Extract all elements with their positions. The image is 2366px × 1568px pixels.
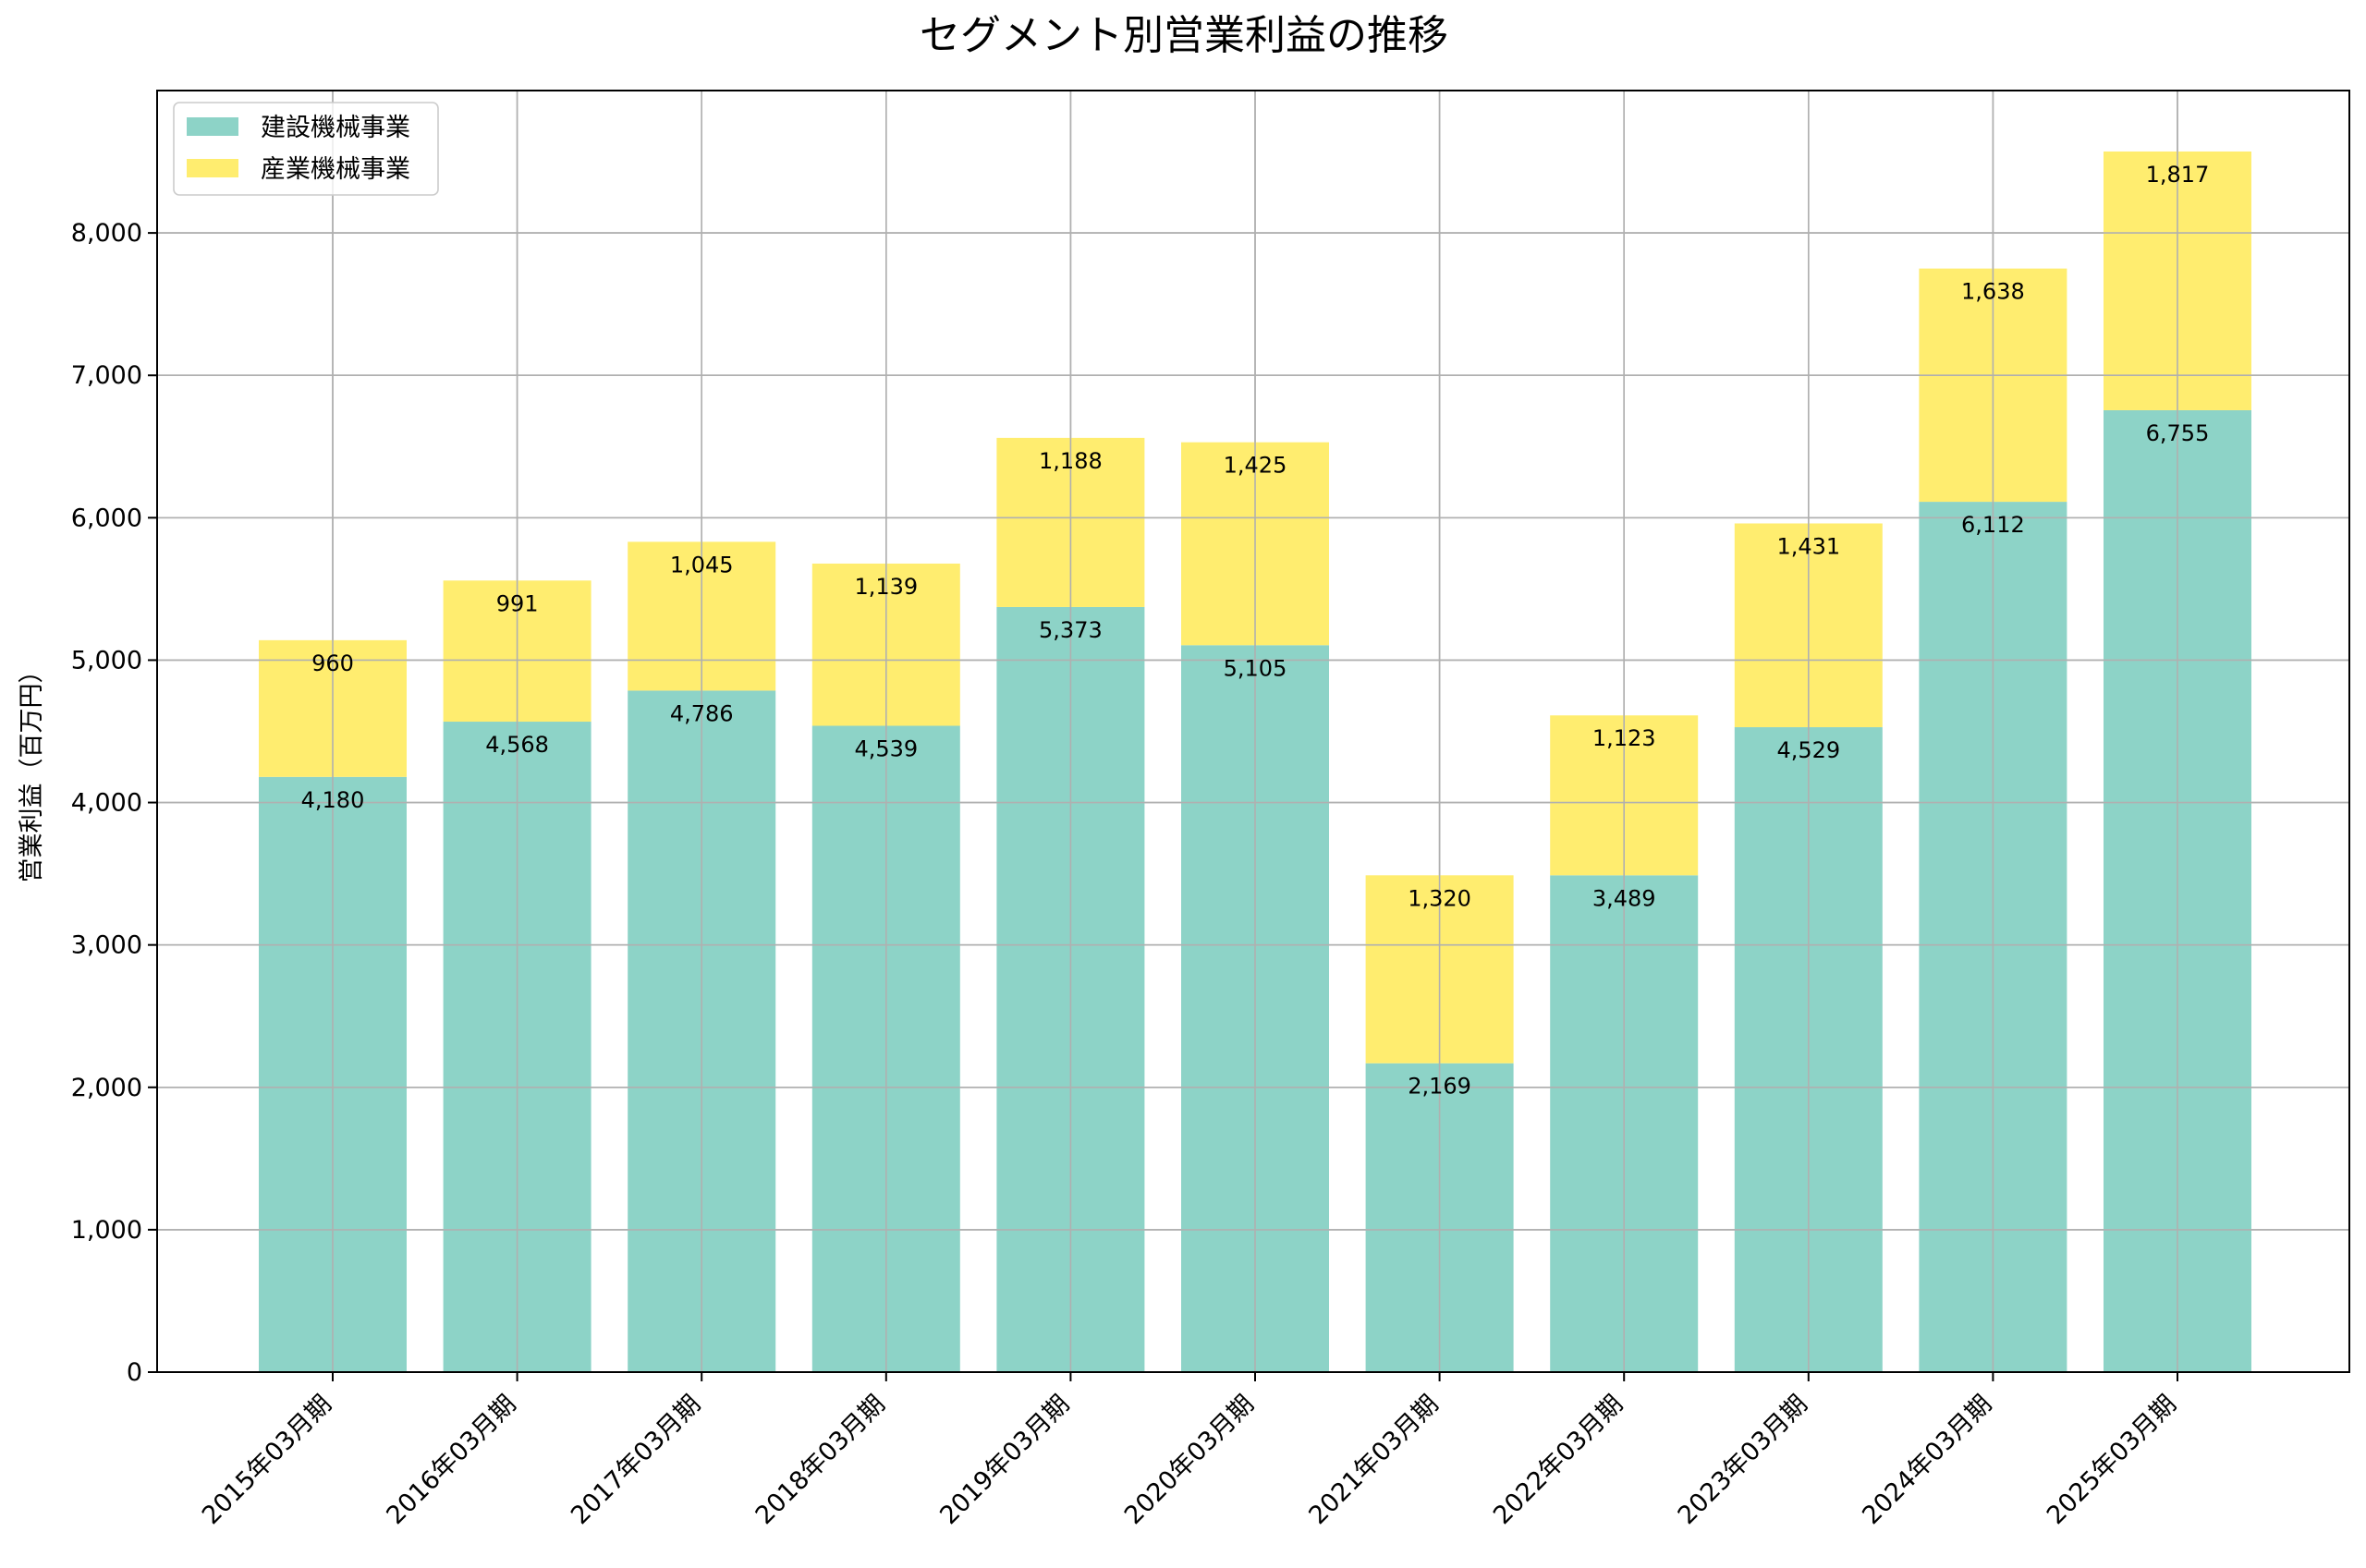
x-tick-label: 2019年03月期 <box>934 1390 1075 1530</box>
bar-value-label: 991 <box>496 590 539 616</box>
bar-value-label: 4,529 <box>1776 737 1840 763</box>
x-tick-label: 2018年03月期 <box>750 1390 891 1530</box>
bar-value-label: 2,169 <box>1408 1074 1471 1100</box>
x-tick-label: 2016年03月期 <box>381 1390 521 1530</box>
bar-value-label: 1,638 <box>1961 279 2025 305</box>
bar-value-label: 6,112 <box>1961 512 2025 538</box>
bar-value-label: 1,425 <box>1224 453 1287 479</box>
bar-value-label: 4,539 <box>854 735 918 761</box>
bar-value-label: 4,180 <box>301 787 365 813</box>
y-tick-label: 6,000 <box>71 504 142 532</box>
y-tick-label: 7,000 <box>71 361 142 390</box>
legend-swatch <box>187 159 238 177</box>
legend-swatch <box>187 117 238 136</box>
x-tick-label: 2021年03月期 <box>1303 1390 1444 1530</box>
bar-value-label: 1,817 <box>2146 162 2210 188</box>
x-tick-label: 2023年03月期 <box>1673 1390 1813 1530</box>
bar-value-label: 1,139 <box>854 574 918 600</box>
y-tick-label: 8,000 <box>71 219 142 248</box>
legend-box <box>173 102 439 196</box>
bar-value-label: 5,373 <box>1039 617 1103 643</box>
chart-title: セグメント別営業利益の推移 <box>920 12 1448 59</box>
y-tick-label: 3,000 <box>71 931 142 960</box>
bar-value-label: 1,431 <box>1776 533 1840 559</box>
bar-value-label: 4,568 <box>485 732 549 758</box>
x-tick-label: 2022年03月期 <box>1488 1390 1628 1530</box>
data-labels: 4,180 4,568 4,786 4,539 5,373 5,105 2,169 3,489… <box>301 162 2210 1100</box>
bar-value-label: 5,105 <box>1224 655 1287 681</box>
x-tick-label: 2017年03月期 <box>566 1390 706 1530</box>
bar-value-label: 1,188 <box>1039 448 1103 474</box>
y-tick-label: 2,000 <box>71 1074 142 1102</box>
plot-area-frame <box>156 90 2350 1373</box>
y-tick-label: 1,000 <box>71 1216 142 1245</box>
x-tick-label: 2020年03月期 <box>1119 1390 1260 1530</box>
x-tick-label: 2024年03月期 <box>1857 1390 1997 1530</box>
bars <box>157 91 2349 1373</box>
y-tick-label: 0 <box>127 1358 142 1387</box>
bar-value-label: 960 <box>311 650 354 676</box>
legend-entry-label[interactable]: 建設機械事業 <box>261 114 410 142</box>
y-tick-label: 4,000 <box>71 789 142 818</box>
bar-value-label: 1,045 <box>670 552 734 577</box>
x-tick-label: 2015年03月期 <box>197 1390 337 1530</box>
x-tick-label: 2025年03月期 <box>2042 1390 2182 1530</box>
y-tick-label: 5,000 <box>71 646 142 675</box>
bar-value-label: 6,755 <box>2146 420 2210 446</box>
bar-value-label: 1,123 <box>1592 725 1656 751</box>
y-axis-label: 営業利益（百万円） <box>18 659 46 883</box>
bar-value-label: 4,786 <box>670 700 734 726</box>
bar-value-label: 1,320 <box>1408 885 1471 911</box>
legend-entry-label[interactable]: 産業機械事業 <box>261 155 410 184</box>
bar-value-label: 3,489 <box>1592 885 1656 911</box>
